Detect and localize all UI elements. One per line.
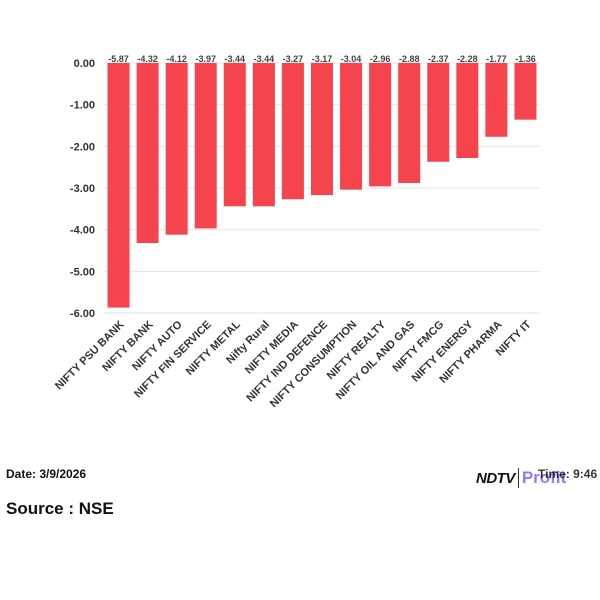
bar-value-label: -3.44 [254, 54, 275, 64]
y-tick-label: -5.00 [70, 266, 95, 278]
bar [194, 63, 217, 229]
bar [369, 63, 392, 187]
bars [107, 63, 537, 308]
y-tick-label: 0.00 [74, 58, 95, 70]
logo-sub: Profit [521, 468, 567, 487]
bar [107, 63, 130, 308]
bar [252, 63, 275, 207]
logo-divider [517, 468, 519, 488]
bar-value-label: -3.44 [225, 54, 246, 64]
bar [136, 63, 159, 243]
bar-value-label: -3.27 [283, 54, 304, 64]
y-tick-label: -1.00 [70, 100, 95, 112]
bar-value-label: -5.87 [108, 54, 129, 64]
logo-brand: NDTV [476, 469, 515, 487]
bar-value-label: -1.77 [486, 54, 507, 64]
bar [165, 63, 188, 235]
bar [427, 63, 450, 162]
y-tick-label: -6.00 [70, 308, 95, 320]
bar [398, 63, 421, 183]
y-tick-label: -4.00 [70, 225, 95, 237]
value-labels: -5.87 -4.32 -4.12 -3.97 -3.44 -3.44 -3.27 -3.17… [108, 54, 535, 64]
bar-value-label: -4.32 [137, 54, 158, 64]
bar-chart: 0.00 -1.00 -2.00 -3.00 -4.00 -5.00 -6.00 -5.87… [53, 54, 540, 410]
source-label: Source : NSE [6, 499, 114, 518]
y-tick-label: -2.00 [70, 141, 95, 153]
bar-value-label: -3.97 [195, 54, 216, 64]
bar-value-label: -2.28 [457, 54, 478, 64]
ndtv-profit-logo: NDTV Profit [476, 465, 566, 491]
bar [340, 63, 363, 190]
bar [456, 63, 479, 158]
bar-value-label: -2.88 [399, 54, 420, 64]
bar-value-label: -3.17 [312, 54, 333, 64]
bar [311, 63, 333, 196]
date-label: Date: 3/9/2026 [6, 467, 87, 481]
bar-value-label: -3.04 [341, 54, 362, 64]
bar [514, 63, 537, 120]
bar-value-label: -2.96 [370, 54, 391, 64]
bar-value-label: -1.36 [515, 54, 536, 64]
bar-value-label: -4.12 [166, 54, 187, 64]
bar [223, 63, 246, 207]
bar [281, 63, 304, 200]
y-axis-ticks: 0.00 -1.00 -2.00 -3.00 -4.00 -5.00 -6.00 [70, 58, 95, 320]
bar-value-label: -2.37 [428, 54, 449, 64]
y-tick-label: -3.00 [70, 183, 95, 195]
time-label: Time: 9:46 [538, 467, 598, 481]
bar [485, 63, 508, 137]
